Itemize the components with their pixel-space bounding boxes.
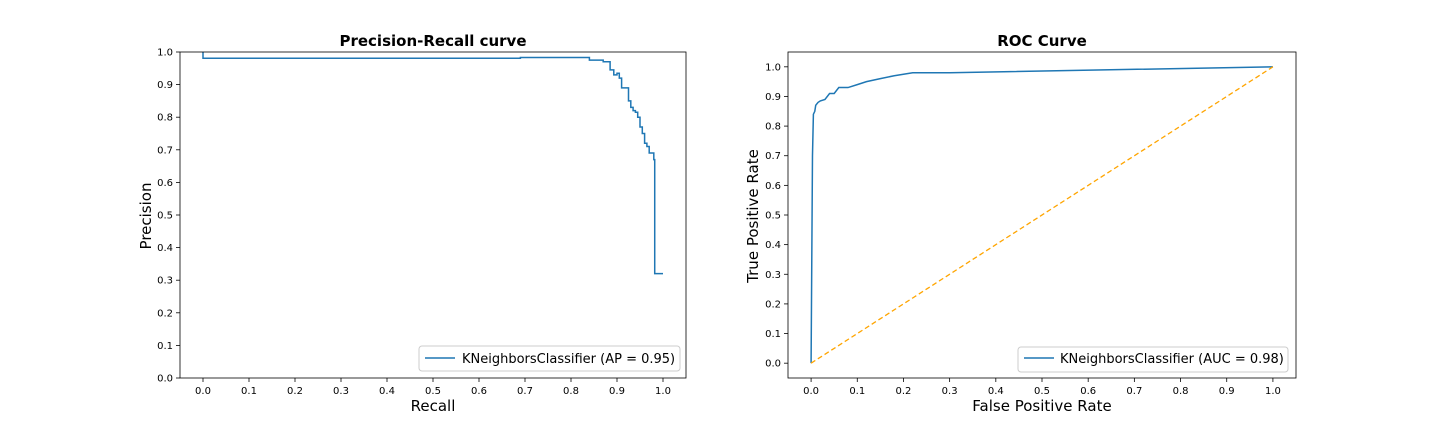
legend: KNeighborsClassifier (AP = 0.95) (418, 345, 681, 372)
y-tick-group: 0.0 0.1 0.2 0.3 0.4 0.5 0.6 0.7 0.8 0.9 1.0 (157, 48, 180, 385)
legend-box (418, 345, 681, 372)
y-tick-label: 0.5 (765, 211, 781, 222)
y-tick-label: 0.0 (157, 374, 173, 385)
y-tick-label: 0.6 (157, 178, 173, 189)
x-tick-label: 0.3 (333, 386, 349, 397)
y-tick-label: 0.2 (765, 299, 781, 310)
chance-diagonal-line (810, 66, 1274, 364)
x-axis-label: False Positive Rate (972, 397, 1111, 415)
x-tick-label: 0.8 (1173, 386, 1189, 397)
y-tick-label: 0.6 (765, 181, 781, 192)
x-tick-label: 0.1 (849, 386, 865, 397)
y-tick-group: 0.0 0.1 0.2 0.3 0.4 0.5 0.6 0.7 0.8 0.9 1.0 (765, 62, 788, 370)
y-tick-label: 1.0 (765, 62, 781, 73)
y-axis-label: True Positive Rate (744, 149, 762, 284)
roc-panel: ROC Curve False Positive Rate True Posit… (744, 32, 1297, 415)
y-tick-label: 0.2 (157, 308, 173, 319)
x-tick-label: 0.6 (1080, 386, 1096, 397)
y-axis-label: Precision (137, 183, 155, 250)
axes-frame (787, 51, 1297, 379)
y-tick-label: 0.8 (765, 122, 781, 133)
y-tick-label: 0.0 (765, 359, 781, 370)
plot-lines (202, 52, 663, 275)
x-tick-label: 0.4 (379, 386, 395, 397)
y-tick-label: 0.1 (765, 329, 781, 340)
axes-frame (179, 51, 687, 379)
x-tick-label: 1.0 (1265, 386, 1281, 397)
x-tick-label: 0.0 (803, 386, 819, 397)
y-tick-label: 0.4 (765, 240, 781, 251)
legend: KNeighborsClassifier (AUC = 0.98) (1017, 346, 1289, 373)
x-tick-group: 0.0 0.1 0.2 0.3 0.4 0.5 0.6 0.7 0.8 0.9 1.0 (195, 378, 671, 397)
y-tick-label: 0.3 (765, 270, 781, 281)
y-tick-label: 0.1 (157, 341, 173, 352)
y-tick-label: 0.7 (765, 151, 781, 162)
y-tick-label: 1.0 (157, 48, 173, 59)
legend-label: KNeighborsClassifier (AP = 0.95) (462, 352, 675, 367)
y-tick-label: 0.9 (157, 80, 173, 91)
x-tick-label: 0.2 (896, 386, 912, 397)
y-tick-label: 0.9 (765, 92, 781, 103)
x-tick-label: 0.1 (241, 386, 257, 397)
x-axis-label: Recall (411, 397, 456, 415)
x-tick-label: 0.7 (1126, 386, 1142, 397)
x-tick-label: 0.9 (1219, 386, 1235, 397)
x-tick-label: 0.6 (471, 386, 487, 397)
plot-lines (810, 66, 1274, 364)
x-tick-label: 0.7 (517, 386, 533, 397)
x-tick-label: 0.5 (425, 386, 441, 397)
x-tick-label: 0.5 (1034, 386, 1050, 397)
y-tick-label: 0.8 (157, 113, 173, 124)
y-tick-label: 0.4 (157, 243, 173, 254)
legend-label: KNeighborsClassifier (AUC = 0.98) (1060, 352, 1284, 367)
x-tick-label: 0.2 (287, 386, 303, 397)
chart-title: ROC Curve (997, 32, 1087, 50)
x-tick-label: 0.4 (988, 386, 1004, 397)
chart-title: Precision-Recall curve (339, 32, 526, 50)
y-tick-label: 0.3 (157, 276, 173, 287)
precision-recall-panel: Precision-Recall curve Recall Precision … (137, 32, 687, 415)
series-line (810, 66, 1273, 364)
x-tick-label: 1.0 (655, 386, 671, 397)
y-tick-label: 0.5 (157, 211, 173, 222)
x-tick-label: 0.9 (609, 386, 625, 397)
y-tick-label: 0.7 (157, 145, 173, 156)
legend-box (1017, 346, 1289, 373)
x-tick-group: 0.0 0.1 0.2 0.3 0.4 0.5 0.6 0.7 0.8 0.9 1.0 (803, 378, 1281, 397)
series-line (202, 52, 663, 275)
x-tick-label: 0.8 (563, 386, 579, 397)
x-tick-label: 0.0 (195, 386, 211, 397)
x-tick-label: 0.3 (942, 386, 958, 397)
